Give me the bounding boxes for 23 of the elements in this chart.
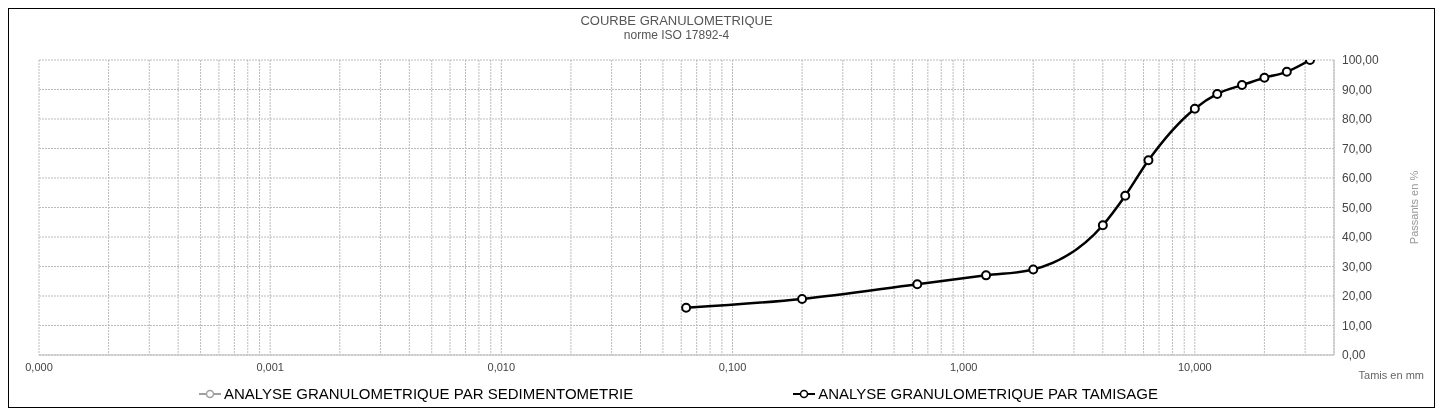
legend-label: ANALYSE GRANULOMETRIQUE PAR TAMISAGE <box>818 385 1159 402</box>
x-tick-label: 0,010 <box>487 360 516 373</box>
y-axis-title: Passants en % <box>1407 170 1420 245</box>
y-tick-label: 90,00 <box>1342 82 1373 97</box>
x-tick-label: 0,100 <box>718 360 747 373</box>
y-tick-label: 80,00 <box>1342 112 1373 127</box>
x-tick-label: 0,000 <box>25 360 53 373</box>
chart-subtitle: norme ISO 17892-4 <box>622 28 731 42</box>
y-tick-label: 20,00 <box>1342 289 1373 304</box>
y-tick-label: 10,00 <box>1342 318 1373 333</box>
x-axis-title: Tamis en mm <box>1358 369 1424 381</box>
y-tick-label: 50,00 <box>1342 200 1373 215</box>
y-tick-label: 40,00 <box>1342 230 1373 245</box>
x-tick-label: 0,001 <box>256 360 284 373</box>
x-tick-label: 10,000 <box>1178 360 1212 373</box>
y-tick-label: 30,00 <box>1342 259 1373 274</box>
y-tick-label: 60,00 <box>1342 171 1373 186</box>
y-tick-label: 0,00 <box>1342 348 1366 363</box>
x-tick-label: 1,000 <box>949 360 978 373</box>
chart-title: COURBE GRANULOMETRIQUE <box>579 13 774 28</box>
y-tick-label: 70,00 <box>1342 141 1373 156</box>
legend-label: ANALYSE GRANULOMETRIQUE PAR SEDIMENTOMETRIE <box>224 385 634 402</box>
y-tick-label: 100,00 <box>1342 53 1380 68</box>
